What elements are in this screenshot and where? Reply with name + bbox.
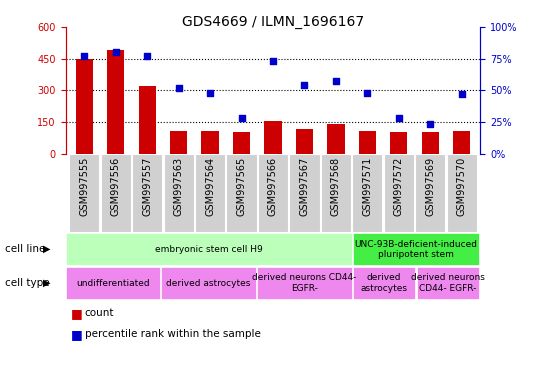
Bar xyxy=(69,154,99,232)
Bar xyxy=(359,131,376,154)
Bar xyxy=(66,267,160,299)
Point xyxy=(363,90,372,96)
Text: GDS4669 / ILMN_1696167: GDS4669 / ILMN_1696167 xyxy=(182,15,364,29)
Text: GSM997570: GSM997570 xyxy=(456,157,467,216)
Bar xyxy=(201,131,219,154)
Bar xyxy=(132,154,162,232)
Text: GSM997571: GSM997571 xyxy=(363,157,372,216)
Point xyxy=(111,49,120,55)
Text: GSM997566: GSM997566 xyxy=(268,157,278,216)
Text: ▶: ▶ xyxy=(43,278,50,288)
Bar xyxy=(417,267,479,299)
Bar xyxy=(353,233,479,265)
Bar xyxy=(327,124,345,154)
Text: GSM997564: GSM997564 xyxy=(205,157,215,216)
Text: ■: ■ xyxy=(71,328,83,341)
Text: GSM997568: GSM997568 xyxy=(331,157,341,216)
Text: embryonic stem cell H9: embryonic stem cell H9 xyxy=(155,245,263,254)
Point xyxy=(80,53,89,59)
Text: GSM997572: GSM997572 xyxy=(394,157,403,216)
Text: percentile rank within the sample: percentile rank within the sample xyxy=(85,329,260,339)
Text: derived neurons CD44-
EGFR-: derived neurons CD44- EGFR- xyxy=(252,273,357,293)
Point xyxy=(331,78,340,84)
Text: GSM997557: GSM997557 xyxy=(143,157,152,216)
Point xyxy=(426,121,435,127)
Text: GSM997563: GSM997563 xyxy=(174,157,183,216)
Text: GSM997565: GSM997565 xyxy=(236,157,247,216)
Bar xyxy=(170,131,187,154)
Bar xyxy=(258,154,288,232)
Point xyxy=(269,58,277,64)
Bar xyxy=(66,233,352,265)
Bar xyxy=(264,121,282,154)
Text: GSM997555: GSM997555 xyxy=(79,157,90,216)
Bar xyxy=(447,154,477,232)
Text: ▶: ▶ xyxy=(43,244,50,254)
Bar xyxy=(453,131,470,154)
Text: ■: ■ xyxy=(71,307,83,320)
Bar xyxy=(384,154,414,232)
Text: derived neurons
CD44- EGFR-: derived neurons CD44- EGFR- xyxy=(411,273,485,293)
Point xyxy=(174,84,183,91)
Bar xyxy=(164,154,194,232)
Text: derived
astrocytes: derived astrocytes xyxy=(360,273,407,293)
Bar xyxy=(107,50,124,154)
Point xyxy=(237,115,246,121)
Point xyxy=(206,90,215,96)
Text: UNC-93B-deficient-induced
pluripotent stem: UNC-93B-deficient-induced pluripotent st… xyxy=(354,240,478,259)
Bar xyxy=(422,132,439,154)
Text: cell line: cell line xyxy=(5,244,46,254)
Bar xyxy=(321,154,351,232)
Text: derived astrocytes: derived astrocytes xyxy=(167,278,251,288)
Text: GSM997569: GSM997569 xyxy=(425,157,435,216)
Bar xyxy=(390,132,407,154)
Bar xyxy=(353,267,416,299)
Bar xyxy=(352,154,382,232)
Point xyxy=(300,82,309,88)
Bar xyxy=(233,132,250,154)
Bar xyxy=(289,154,319,232)
Text: count: count xyxy=(85,308,114,318)
Text: undifferentiated: undifferentiated xyxy=(76,278,150,288)
Text: GSM997556: GSM997556 xyxy=(111,157,121,216)
Bar xyxy=(76,59,93,154)
Bar xyxy=(415,154,446,232)
Point xyxy=(394,115,403,121)
Bar xyxy=(100,154,131,232)
Bar xyxy=(227,154,257,232)
Point xyxy=(457,91,466,97)
Bar xyxy=(139,86,156,154)
Bar xyxy=(161,267,256,299)
Text: GSM997567: GSM997567 xyxy=(299,157,310,216)
Bar xyxy=(296,129,313,154)
Point xyxy=(143,53,152,59)
Bar xyxy=(195,154,225,232)
Text: cell type: cell type xyxy=(5,278,50,288)
Bar xyxy=(257,267,352,299)
